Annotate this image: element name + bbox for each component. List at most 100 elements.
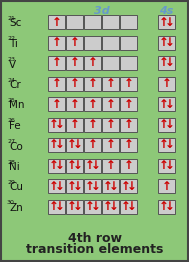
Bar — [66, 179, 83, 193]
Text: ↓: ↓ — [55, 179, 64, 193]
Text: ↓: ↓ — [108, 179, 119, 193]
Text: ↑: ↑ — [88, 57, 98, 69]
Bar — [66, 117, 83, 132]
Bar — [120, 15, 137, 29]
Bar — [158, 179, 175, 193]
Bar — [84, 117, 101, 132]
Bar — [48, 15, 65, 29]
Text: ↑: ↑ — [70, 77, 79, 90]
Text: ↑: ↑ — [103, 179, 112, 193]
Text: Ni: Ni — [9, 162, 20, 172]
Text: 30: 30 — [7, 200, 15, 205]
Bar — [48, 77, 65, 90]
Bar — [102, 56, 119, 70]
Bar — [158, 159, 175, 172]
Text: ↓: ↓ — [55, 159, 64, 172]
Bar — [84, 138, 101, 152]
Text: ↑: ↑ — [49, 200, 58, 213]
Text: 4th row: 4th row — [67, 232, 122, 245]
Text: 28: 28 — [7, 160, 15, 165]
Text: ↑: ↑ — [159, 97, 168, 111]
Bar — [66, 77, 83, 90]
Text: 29: 29 — [7, 180, 15, 185]
Text: ↓: ↓ — [73, 179, 82, 193]
Bar — [84, 35, 101, 50]
Text: ↑: ↑ — [159, 57, 168, 69]
Bar — [66, 56, 83, 70]
Text: ↑: ↑ — [70, 118, 79, 131]
Text: Zn: Zn — [9, 203, 23, 213]
Bar — [84, 159, 101, 172]
Text: Fe: Fe — [9, 121, 21, 131]
Text: 22: 22 — [7, 36, 15, 41]
Text: ↑: ↑ — [124, 139, 133, 151]
Text: ↑: ↑ — [103, 200, 112, 213]
Text: 24: 24 — [7, 78, 15, 83]
Text: ↑: ↑ — [49, 179, 58, 193]
Text: Cr: Cr — [9, 80, 21, 90]
Text: ↑: ↑ — [67, 139, 76, 151]
Bar — [120, 159, 137, 172]
Text: ↑: ↑ — [124, 118, 133, 131]
Bar — [158, 77, 175, 90]
Text: ↓: ↓ — [165, 139, 174, 151]
Bar — [158, 97, 175, 111]
Text: Cu: Cu — [9, 183, 23, 193]
Bar — [120, 35, 137, 50]
Bar — [102, 97, 119, 111]
Bar — [158, 138, 175, 152]
Text: ↑: ↑ — [106, 139, 115, 151]
Text: ↓: ↓ — [165, 36, 174, 49]
Bar — [48, 159, 65, 172]
Text: ↑: ↑ — [124, 97, 133, 111]
Text: 26: 26 — [7, 118, 15, 123]
Text: ↑: ↑ — [162, 179, 171, 193]
Text: ↑: ↑ — [159, 36, 168, 49]
Text: ↑: ↑ — [124, 77, 133, 90]
Text: ↑: ↑ — [88, 77, 98, 90]
Bar — [102, 159, 119, 172]
Bar — [48, 117, 65, 132]
Text: ↑: ↑ — [121, 179, 130, 193]
Bar — [48, 56, 65, 70]
Bar — [84, 179, 101, 193]
Text: ↑: ↑ — [88, 139, 98, 151]
Bar — [158, 15, 175, 29]
Text: ↓: ↓ — [91, 159, 100, 172]
Text: ↓: ↓ — [73, 159, 82, 172]
Text: ↑: ↑ — [67, 159, 76, 172]
Text: ↑: ↑ — [159, 200, 168, 213]
Text: ↑: ↑ — [52, 77, 61, 90]
Text: ↓: ↓ — [73, 139, 82, 151]
Text: ↑: ↑ — [84, 159, 94, 172]
Bar — [102, 138, 119, 152]
Bar — [66, 97, 83, 111]
Text: V: V — [9, 59, 16, 69]
Bar — [120, 179, 137, 193]
Text: transition elements: transition elements — [26, 243, 163, 256]
Bar — [66, 199, 83, 214]
Bar — [102, 117, 119, 132]
Text: ↑: ↑ — [88, 118, 98, 131]
Text: ↑: ↑ — [52, 57, 61, 69]
Bar — [120, 97, 137, 111]
Bar — [102, 77, 119, 90]
Bar — [120, 117, 137, 132]
Text: Sc: Sc — [9, 19, 21, 29]
Text: ↑: ↑ — [67, 179, 76, 193]
Bar — [66, 15, 83, 29]
Text: ↑: ↑ — [84, 200, 94, 213]
Bar — [48, 179, 65, 193]
Bar — [158, 117, 175, 132]
Text: Ti: Ti — [9, 39, 18, 49]
Text: ↑: ↑ — [159, 118, 168, 131]
Text: ↑: ↑ — [159, 15, 168, 29]
Text: ↑: ↑ — [159, 139, 168, 151]
Bar — [158, 199, 175, 214]
Text: ↑: ↑ — [52, 97, 61, 111]
Text: ↑: ↑ — [52, 15, 61, 29]
Text: ↓: ↓ — [165, 57, 174, 69]
Text: ↓: ↓ — [165, 15, 174, 29]
Text: ↓: ↓ — [55, 200, 64, 213]
Bar — [158, 35, 175, 50]
